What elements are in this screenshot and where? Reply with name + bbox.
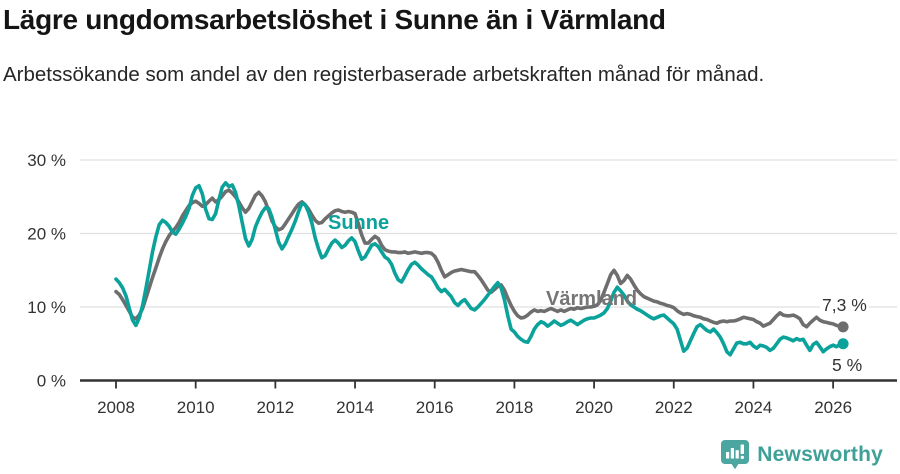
end-value-label-sunne: 5 % bbox=[830, 355, 865, 376]
x-tick-label: 2022 bbox=[655, 398, 693, 417]
y-tick-label: 30 % bbox=[27, 151, 66, 170]
newsworthy-wordmark: Newsworthy bbox=[757, 442, 883, 466]
newsworthy-icon bbox=[721, 440, 750, 470]
x-tick-label: 2024 bbox=[735, 398, 773, 417]
y-tick-label: 0 % bbox=[37, 372, 66, 391]
end-value-label-varmland: 7,3 % bbox=[820, 295, 869, 316]
series-label-varmland: Värmland bbox=[546, 288, 638, 310]
gridlines bbox=[80, 159, 897, 308]
end-dot-värmland bbox=[837, 321, 849, 333]
series-line-sunne bbox=[114, 181, 845, 357]
x-tick-label: 2020 bbox=[575, 398, 613, 417]
x-tick-label: 2014 bbox=[336, 398, 374, 417]
axes: 0 % 10 % 20 % 30 % 2008 2010 2012 2014 2016 2018 2… bbox=[27, 151, 897, 417]
x-tick-label: 2018 bbox=[495, 398, 533, 417]
end-dot-sunne bbox=[837, 338, 849, 350]
y-tick-label: 10 % bbox=[27, 298, 66, 317]
x-tick-label: 2016 bbox=[416, 398, 454, 417]
newsworthy-logo: Newsworthy bbox=[720, 439, 883, 470]
series-label-sunne: Sunne bbox=[328, 212, 390, 234]
page-title: Lägre ungdomsarbetslöshet i Sunne än i V… bbox=[3, 4, 666, 35]
x-tick-label: 2008 bbox=[97, 398, 135, 417]
x-tick-label: 2010 bbox=[177, 398, 215, 417]
x-tick-label: 2026 bbox=[814, 398, 852, 417]
y-tick-label: 20 % bbox=[27, 225, 66, 244]
x-tick-label: 2012 bbox=[256, 398, 294, 417]
series-lines bbox=[114, 181, 849, 357]
chart-subtitle: Arbetssökande som andel av den registerb… bbox=[3, 63, 765, 86]
